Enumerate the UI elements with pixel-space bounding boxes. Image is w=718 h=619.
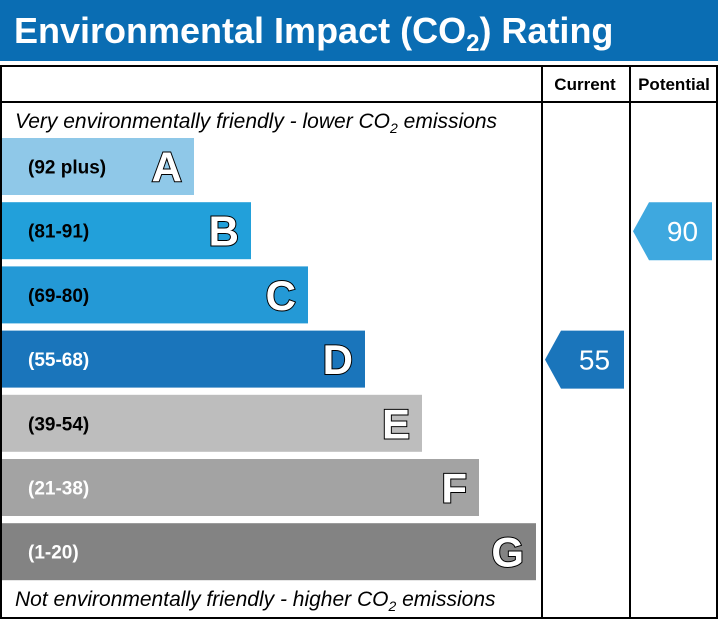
top-note-subscript: 2 (389, 120, 398, 136)
potential-column-header: Potential (638, 75, 710, 94)
band-f: (21-38) F (2, 459, 479, 516)
current-rating-marker: 55 (545, 330, 624, 389)
potential-rating-marker-arrow (633, 202, 712, 261)
band-f-letter: F (441, 465, 467, 512)
band-e-letter: E (382, 400, 410, 447)
potential-rating-marker-value: 90 (667, 216, 698, 247)
band-e: (39-54) E (2, 394, 422, 452)
rating-bands: (92 plus) A (81-91) B (69-80) C (55-68) D (39-54… (2, 138, 536, 581)
band-a-bar (2, 138, 194, 195)
current-rating-marker-arrow (545, 330, 624, 389)
top-note-tail: emissions (398, 110, 498, 133)
band-g-bar (2, 523, 536, 581)
top-note-main: Very environmentally friendly - lower CO (15, 110, 390, 133)
band-d-range: (55-68) (28, 350, 89, 371)
band-c-bar (2, 266, 308, 324)
band-c-letter: C (266, 272, 296, 319)
title-tail: ) Rating (479, 10, 613, 51)
band-b-range: (81-91) (28, 222, 89, 243)
top-note: Very environmentally friendly - lower CO… (15, 110, 498, 136)
title-bar (0, 0, 718, 61)
band-b-bar (2, 202, 251, 260)
bottom-note: Not environmentally friendly - higher CO… (15, 588, 496, 614)
potential-rating-marker: 90 (633, 202, 712, 261)
band-b-letter: B (209, 208, 239, 255)
current-rating-marker-value: 55 (579, 345, 610, 376)
band-f-bar (2, 459, 479, 516)
band-a: (92 plus) A (2, 138, 194, 195)
band-d-bar (2, 330, 365, 388)
band-b: (81-91) B (2, 202, 251, 260)
band-g-letter: G (491, 529, 524, 576)
bottom-note-main: Not environmentally friendly - higher CO (15, 588, 389, 611)
band-d: (55-68) D (2, 330, 365, 388)
band-a-range: (92 plus) (28, 158, 106, 179)
band-f-range: (21-38) (28, 479, 89, 500)
band-e-range: (39-54) (28, 414, 89, 435)
current-column-header: Current (554, 75, 616, 94)
band-e-bar (2, 394, 422, 452)
band-c: (69-80) C (2, 266, 308, 324)
chart-frame (0, 65, 718, 619)
bottom-note-tail: emissions (396, 588, 496, 611)
band-a-letter: A (152, 144, 182, 191)
band-c-range: (69-80) (28, 286, 89, 307)
band-d-letter: D (323, 336, 353, 383)
bottom-note-subscript: 2 (388, 598, 397, 614)
band-g: (1-20) G (2, 523, 536, 581)
title-main: Environmental Impact (CO (14, 10, 466, 51)
rating-markers: 55 90 (545, 202, 712, 389)
title-subscript: 2 (466, 30, 479, 57)
chart-title: Environmental Impact (CO2) Rating (14, 10, 613, 57)
band-g-range: (1-20) (28, 543, 79, 564)
